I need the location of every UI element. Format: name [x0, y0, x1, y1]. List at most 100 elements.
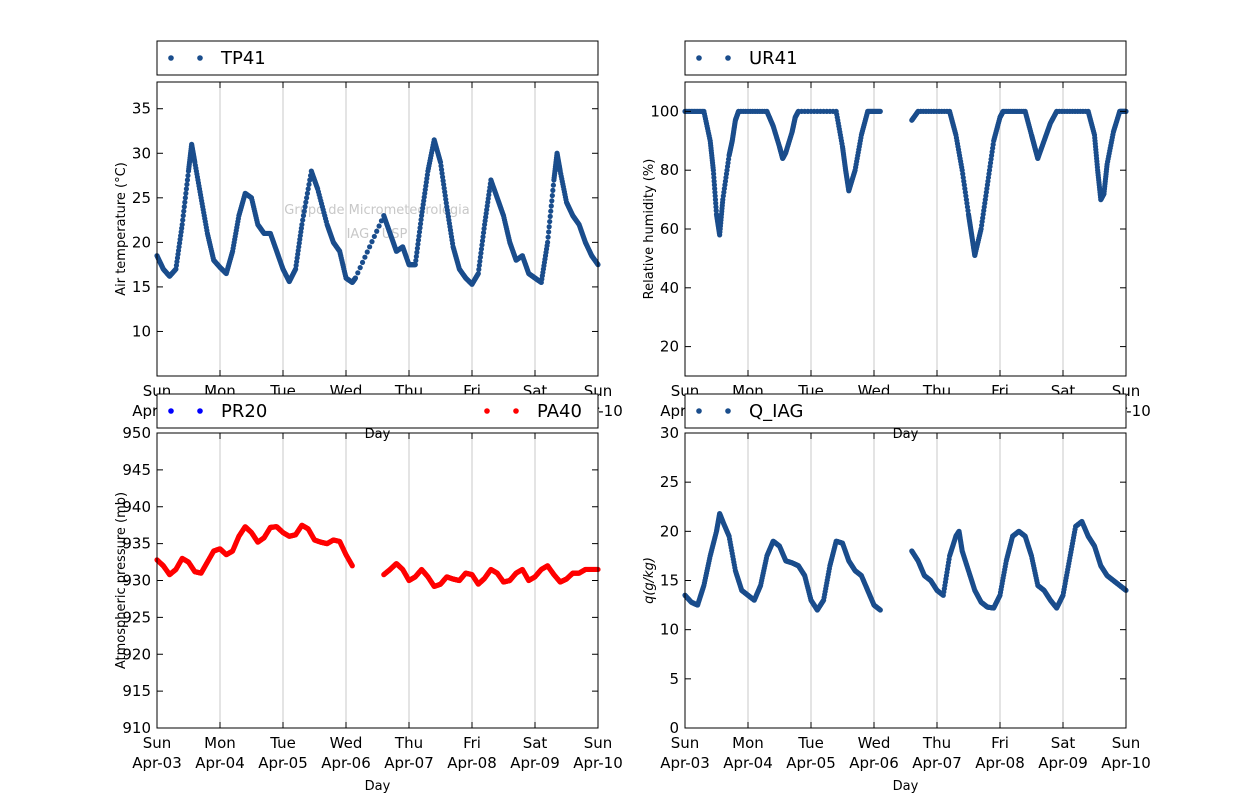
- data-point: [418, 217, 424, 223]
- legend-marker: [168, 55, 174, 61]
- series-UR41: [682, 108, 1129, 259]
- data-point: [305, 186, 311, 192]
- data-point: [416, 233, 422, 239]
- legend-label: PA40: [537, 401, 582, 422]
- x-axis-label: Day: [365, 427, 391, 442]
- y-tick-label: 925: [122, 608, 151, 626]
- data-point: [183, 190, 189, 196]
- chart-panel-3: 910 915 920 925 930 935 940 945 950 Sun Apr-03 Mon A…: [114, 393, 623, 794]
- data-point: [304, 195, 310, 201]
- data-point: [549, 198, 555, 204]
- x-tick-date: Apr-04: [723, 754, 773, 772]
- data-point: [477, 258, 483, 264]
- data-point: [181, 204, 187, 210]
- y-tick-label: 5: [669, 670, 679, 688]
- y-axis-label: Atmospheric pressure (mb): [114, 492, 129, 669]
- legend-marker: [513, 408, 519, 414]
- watermark-line-1: Grupo de Micrometeorologia: [284, 203, 470, 218]
- legend-box: [684, 393, 1127, 429]
- legend-marker: [197, 408, 203, 414]
- data-point: [355, 270, 361, 276]
- legend-marker: [725, 408, 731, 414]
- data-point: [184, 181, 190, 188]
- x-tick-day: Thu: [394, 734, 423, 752]
- x-tick-day: Sun: [143, 734, 172, 752]
- legend-label: TP41: [220, 48, 266, 69]
- x-tick-date: Apr-10: [1101, 754, 1151, 772]
- y-tick-label: 20: [660, 338, 679, 356]
- y-tick-label: 40: [660, 279, 679, 297]
- y-tick-label: 20: [660, 522, 679, 540]
- data-point: [185, 172, 191, 179]
- data-point: [545, 234, 551, 240]
- data-point: [302, 204, 308, 210]
- legend-label: Q_IAG: [749, 401, 803, 422]
- data-point: [349, 563, 355, 569]
- x-tick-day: Tue: [797, 734, 824, 752]
- x-tick-day: Tue: [269, 734, 296, 752]
- data-point: [416, 229, 423, 235]
- y-tick-label: 35: [132, 100, 151, 118]
- data-point: [184, 177, 191, 183]
- legend: PR20 PA40: [156, 393, 599, 429]
- data-point: [478, 250, 484, 256]
- x-tick-date: Apr-03: [132, 754, 182, 772]
- x-tick-day: Sun: [584, 734, 613, 752]
- data-point: [549, 192, 555, 199]
- plot-frame: [156, 81, 599, 377]
- legend-box: [156, 393, 599, 429]
- legend-marker: [197, 55, 203, 61]
- data-point: [545, 239, 551, 245]
- x-tick-date: Apr-07: [912, 754, 962, 772]
- legend-marker: [696, 55, 702, 61]
- x-tick-day: Thu: [922, 734, 951, 752]
- data-point: [301, 208, 307, 214]
- data-point: [364, 249, 370, 255]
- data-point: [182, 199, 188, 205]
- legend-marker: [696, 408, 702, 414]
- data-point: [414, 245, 420, 251]
- y-tick-label: 935: [122, 535, 151, 553]
- data-point: [182, 195, 188, 201]
- legend: UR41: [684, 40, 1127, 76]
- data-point: [547, 213, 553, 219]
- y-tick-label: 0: [669, 719, 679, 737]
- legend-label: UR41: [749, 48, 798, 69]
- data-point: [359, 259, 366, 266]
- data-point: [304, 190, 311, 196]
- y-tick-label: 25: [132, 189, 151, 207]
- data-point: [413, 253, 419, 260]
- x-tick-date: Apr-10: [573, 754, 623, 772]
- data-point: [480, 230, 487, 236]
- x-tick-day: Fri: [991, 734, 1009, 752]
- chart-panel-2: 20406080100SunApr-03MonApr-04TueApr-05We…: [642, 40, 1151, 442]
- legend-box: [684, 40, 1127, 76]
- data-point: [481, 226, 487, 232]
- data-point: [476, 262, 482, 268]
- data-point: [547, 218, 553, 225]
- legend-marker: [168, 408, 174, 414]
- y-tick-label: 10: [660, 621, 679, 639]
- series-Q_IAG: [682, 511, 1129, 613]
- data-point: [362, 254, 368, 260]
- data-point: [550, 182, 556, 188]
- y-axis-label: Relative humidity (%): [642, 159, 657, 300]
- data-point: [303, 199, 309, 205]
- x-tick-date: Apr-08: [447, 754, 497, 772]
- data-point: [300, 217, 306, 223]
- x-tick-date: Apr-03: [660, 754, 710, 772]
- data-point: [374, 228, 380, 234]
- data-point: [550, 187, 556, 193]
- y-tick-label: 945: [122, 461, 151, 479]
- data-point: [417, 221, 424, 227]
- plot-frame: [684, 81, 1127, 377]
- data-point: [480, 234, 486, 240]
- data-point: [415, 237, 422, 243]
- data-point: [306, 181, 312, 188]
- y-tick-label: 930: [122, 572, 151, 590]
- data-point: [548, 208, 554, 214]
- data-point: [357, 265, 363, 271]
- x-axis-label: Day: [893, 427, 919, 442]
- data-point: [546, 229, 552, 235]
- legend: TP41: [156, 40, 599, 76]
